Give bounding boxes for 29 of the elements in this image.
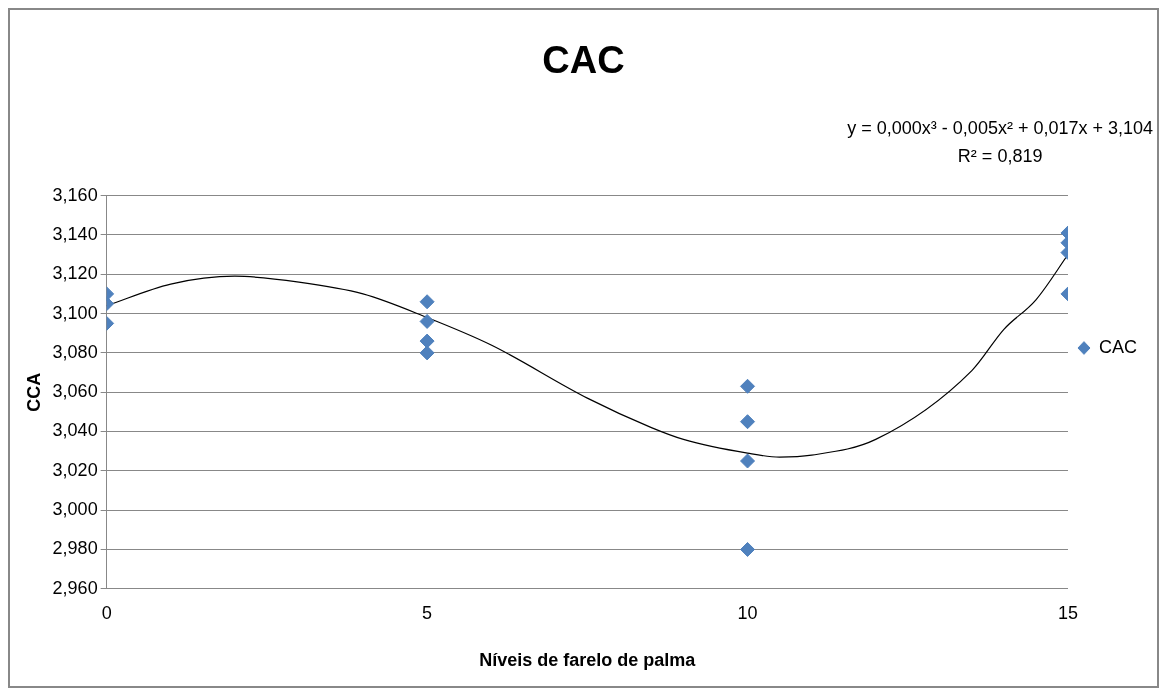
y-tick-label: 3,020 [52, 459, 98, 480]
text: R² = 0,819 [957, 146, 1043, 166]
chart-title: CAC [542, 39, 625, 82]
y-tick-label: 3,080 [52, 341, 98, 362]
x-tick-label: 0 [101, 602, 112, 623]
x-tick-label: 15 [1057, 602, 1079, 623]
y-tick-label: 3,100 [52, 302, 98, 323]
y-tick-label: 3,160 [52, 184, 98, 205]
y-tick-label: 2,960 [52, 577, 98, 598]
legend-label: CAC [1099, 336, 1138, 357]
y-tick-label: 3,140 [52, 223, 98, 244]
point [419, 294, 435, 310]
point [740, 414, 756, 430]
x-tick-label: 10 [737, 602, 758, 623]
y-tick-label: 3,060 [52, 381, 98, 402]
x-tick-label: 5 [422, 602, 433, 623]
x-axis-title: Níveis de farelo de palma [479, 650, 697, 671]
y-tick-label: 3,120 [52, 263, 98, 284]
y-tick-label: 3,000 [52, 499, 98, 520]
text: y = 0,000x³ - 0,005x² + 0,017x + 3,104 [847, 118, 1153, 138]
y-tick-label: 2,980 [52, 538, 98, 559]
point [419, 333, 435, 349]
point [740, 378, 756, 394]
point [740, 453, 756, 469]
point [419, 345, 435, 361]
point [419, 313, 435, 329]
y-tick-label: 3,040 [52, 420, 98, 441]
y-axis-title: CCA [23, 372, 44, 412]
point [740, 541, 756, 557]
